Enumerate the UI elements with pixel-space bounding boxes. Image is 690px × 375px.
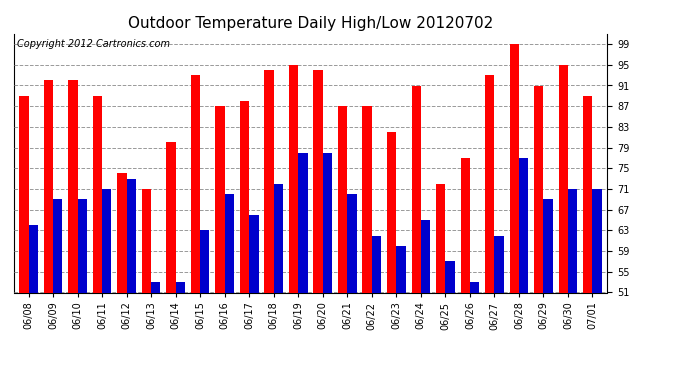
Bar xyxy=(583,96,593,292)
Bar xyxy=(559,65,568,292)
Bar xyxy=(176,282,185,292)
Bar xyxy=(544,200,553,292)
Bar xyxy=(436,184,445,292)
Bar xyxy=(126,178,136,292)
Bar xyxy=(396,246,406,292)
Bar xyxy=(298,153,308,292)
Bar xyxy=(519,158,529,292)
Bar xyxy=(421,220,430,292)
Bar xyxy=(215,106,225,292)
Bar xyxy=(53,200,62,292)
Bar xyxy=(274,184,283,292)
Bar xyxy=(191,75,200,292)
Bar xyxy=(166,142,176,292)
Bar xyxy=(264,70,274,292)
Bar xyxy=(510,44,519,292)
Bar xyxy=(289,65,298,292)
Bar xyxy=(313,70,323,292)
Bar xyxy=(28,225,38,292)
Bar xyxy=(338,106,347,292)
Bar xyxy=(445,261,455,292)
Bar xyxy=(470,282,479,292)
Bar xyxy=(460,158,470,292)
Bar xyxy=(568,189,578,292)
Bar xyxy=(411,86,421,292)
Bar xyxy=(19,96,28,292)
Title: Outdoor Temperature Daily High/Low 20120702: Outdoor Temperature Daily High/Low 20120… xyxy=(128,16,493,31)
Text: Copyright 2012 Cartronics.com: Copyright 2012 Cartronics.com xyxy=(17,39,170,49)
Bar xyxy=(593,189,602,292)
Bar xyxy=(240,101,249,292)
Bar xyxy=(43,80,53,292)
Bar xyxy=(102,189,111,292)
Bar xyxy=(117,174,126,292)
Bar xyxy=(92,96,102,292)
Bar xyxy=(225,194,234,292)
Bar xyxy=(485,75,495,292)
Bar xyxy=(495,236,504,292)
Bar xyxy=(200,230,210,292)
Bar xyxy=(323,153,332,292)
Bar xyxy=(249,215,259,292)
Bar xyxy=(347,194,357,292)
Bar xyxy=(362,106,372,292)
Bar xyxy=(68,80,77,292)
Bar xyxy=(77,200,87,292)
Bar xyxy=(534,86,544,292)
Bar xyxy=(142,189,151,292)
Bar xyxy=(372,236,381,292)
Bar xyxy=(151,282,161,292)
Bar xyxy=(387,132,396,292)
